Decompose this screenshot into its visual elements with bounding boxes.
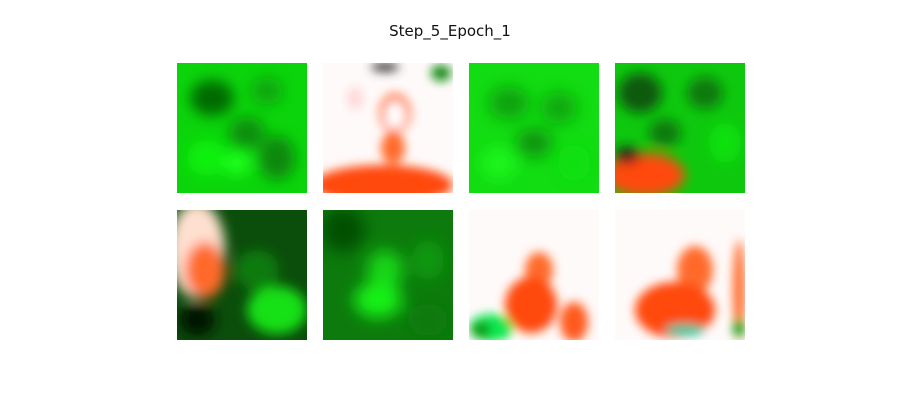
- generated-image-6: [323, 210, 453, 340]
- generated-image-3: [469, 63, 599, 193]
- figure-title: Step_5_Epoch_1: [389, 22, 511, 40]
- generated-image-2: [323, 63, 453, 193]
- generated-image-7: [469, 210, 599, 340]
- generated-image-8: [615, 210, 745, 340]
- generated-image-4: [615, 63, 745, 193]
- generated-image-5: [177, 210, 307, 340]
- generated-image-1: [177, 63, 307, 193]
